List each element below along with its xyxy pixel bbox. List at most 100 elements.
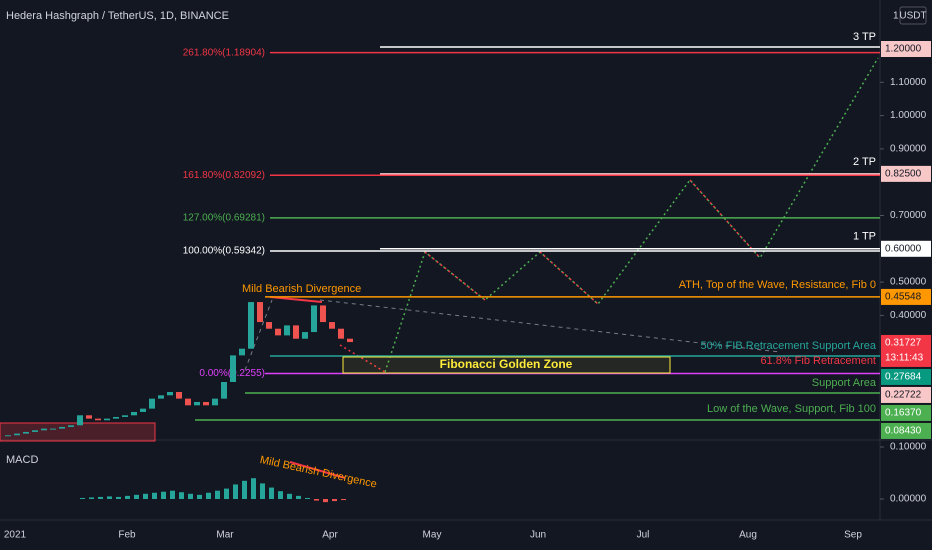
y-tick-label: 0.00000 bbox=[890, 494, 927, 505]
candle bbox=[266, 322, 272, 329]
price-flag-label: 0.22722 bbox=[885, 390, 922, 401]
candle bbox=[239, 348, 245, 356]
x-tick-label: Mar bbox=[216, 530, 234, 541]
macd-bar bbox=[125, 495, 130, 499]
macd-bar bbox=[188, 493, 193, 499]
macd-bar bbox=[89, 497, 94, 499]
candle bbox=[131, 411, 137, 416]
projection-down-0 bbox=[339, 344, 386, 373]
annotation: ATH, Top of the Wave, Resistance, Fib 0 bbox=[679, 279, 876, 291]
candle bbox=[122, 415, 128, 417]
price-flag bbox=[881, 41, 931, 57]
currency-button[interactable] bbox=[899, 6, 927, 25]
macd-bar bbox=[152, 492, 157, 499]
macd-bar bbox=[332, 499, 337, 502]
candle bbox=[230, 355, 236, 382]
candle bbox=[338, 328, 344, 339]
candle bbox=[140, 408, 146, 412]
annotation: Fibonacci Golden Zone bbox=[440, 357, 573, 371]
macd-bar bbox=[224, 488, 229, 499]
annotation: 50% FIB Retracement Support Area bbox=[701, 340, 877, 352]
countdown: 13:11:43 bbox=[885, 353, 924, 364]
x-tick-label: Feb bbox=[118, 530, 136, 541]
fib-label: 127.00%(0.69281) bbox=[183, 213, 265, 224]
x-tick-label: 2021 bbox=[4, 530, 27, 541]
macd-bar bbox=[161, 491, 166, 499]
candle bbox=[248, 302, 254, 349]
candle bbox=[113, 416, 119, 419]
price-flag bbox=[881, 165, 931, 182]
pane-index: 1 bbox=[893, 11, 899, 22]
candle bbox=[59, 426, 65, 429]
divergence-line bbox=[289, 461, 346, 479]
y-tick-label: 0.10000 bbox=[890, 442, 927, 453]
macd-bar bbox=[197, 494, 202, 499]
macd-bar bbox=[323, 499, 328, 503]
price-flag-label: 0.82500 bbox=[885, 169, 922, 180]
fib-label: 261.80%(1.18904) bbox=[183, 47, 265, 58]
macd-bar bbox=[80, 497, 85, 499]
x-tick-label: Jul bbox=[637, 530, 650, 541]
candle bbox=[32, 430, 38, 432]
candle bbox=[185, 398, 191, 406]
y-tick-label: 0.70000 bbox=[890, 210, 927, 221]
macd-bar bbox=[269, 487, 274, 499]
y-tick-label: 0.90000 bbox=[890, 144, 927, 155]
candle bbox=[203, 401, 209, 406]
macd-bar bbox=[251, 478, 256, 499]
macd-bar bbox=[260, 483, 265, 499]
x-tick-label: Apr bbox=[322, 530, 338, 541]
macd-bar bbox=[98, 496, 103, 499]
candle bbox=[14, 433, 20, 436]
candle bbox=[68, 425, 74, 427]
candle bbox=[176, 391, 182, 399]
macd-bar bbox=[341, 499, 346, 501]
annotation: 2 TP bbox=[853, 156, 876, 168]
macd-bar bbox=[170, 490, 175, 499]
candle bbox=[320, 305, 326, 323]
macd-bar bbox=[143, 493, 148, 499]
candle bbox=[275, 328, 281, 336]
candle bbox=[23, 431, 29, 434]
macd-bar bbox=[278, 491, 283, 499]
price-flag-label: 0.45548 bbox=[885, 292, 922, 303]
candle bbox=[158, 395, 164, 399]
y-tick-label: 0.40000 bbox=[890, 310, 927, 321]
y-tick-label: 0.50000 bbox=[890, 277, 927, 288]
candle bbox=[293, 325, 299, 339]
annotation: Mild Bearish Divergence bbox=[242, 283, 361, 295]
price-flag-label: 0.27684 bbox=[885, 372, 922, 383]
macd-bar bbox=[179, 492, 184, 499]
candle bbox=[5, 435, 11, 437]
candle bbox=[347, 338, 353, 343]
chart-title: Hedera Hashgraph / TetherUS, 1D, BINANCE bbox=[6, 10, 229, 22]
macd-bar bbox=[116, 496, 121, 499]
macd-bar bbox=[287, 493, 292, 499]
price-flag bbox=[881, 386, 931, 403]
macd-bar bbox=[206, 492, 211, 499]
y-tick-label: 1.00000 bbox=[890, 110, 927, 121]
price-flag bbox=[881, 288, 931, 305]
x-tick-label: Aug bbox=[739, 530, 757, 541]
macd-bar bbox=[134, 494, 139, 499]
candle bbox=[302, 332, 308, 339]
candle bbox=[194, 401, 200, 406]
candle bbox=[50, 428, 56, 430]
macd-bar bbox=[215, 490, 220, 499]
candle bbox=[221, 382, 227, 399]
price-flag-label: 0.31727 bbox=[885, 338, 922, 349]
divergence-line bbox=[269, 296, 323, 303]
trend-line bbox=[319, 299, 781, 353]
x-tick-label: Jun bbox=[530, 530, 546, 541]
x-tick-label: Sep bbox=[844, 530, 862, 541]
currency[interactable]: USDT bbox=[899, 11, 926, 22]
candle bbox=[257, 302, 263, 323]
y-tick-label: 1.10000 bbox=[890, 77, 927, 88]
price-flag-label: 0.16370 bbox=[885, 408, 922, 419]
candle bbox=[86, 415, 92, 419]
price-flag-label: 1.20000 bbox=[885, 44, 922, 55]
annotation: Low of the Wave, Support, Fib 100 bbox=[707, 403, 876, 415]
annotation: 61.8% Fib Retracement bbox=[760, 355, 876, 367]
